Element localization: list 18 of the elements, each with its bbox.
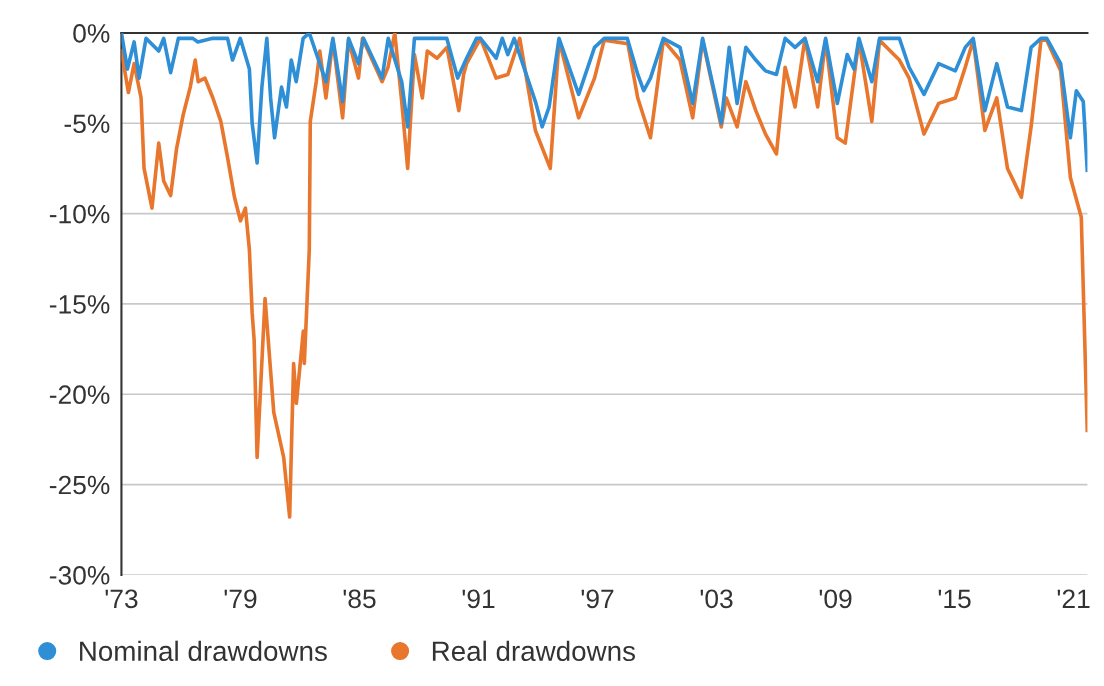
x-tick-label: '15 [938, 589, 971, 609]
y-tick-label: -10% [49, 204, 110, 224]
x-tick-label: '09 [819, 589, 852, 609]
legend-label: Real drawdowns [432, 640, 635, 662]
x-tick-label: '85 [343, 589, 376, 609]
y-tick-label: -15% [49, 295, 110, 314]
x-tick-label: '73 [105, 589, 138, 609]
y-tick-label: -5% [64, 114, 110, 134]
x-tick-label: '21 [1057, 589, 1090, 608]
x-tick-label: '79 [224, 589, 257, 609]
y-tick-label: -20% [49, 385, 110, 405]
x-tick-label: '91 [462, 589, 495, 609]
x-tick-label: '03 [700, 589, 733, 609]
x-tick-label: '97 [581, 589, 614, 609]
y-tick-label: -25% [49, 475, 110, 495]
legend-label: Nominal drawdowns [80, 640, 327, 662]
y-tick-label: -30% [49, 566, 110, 585]
y-tick-label: 0% [73, 24, 110, 43]
